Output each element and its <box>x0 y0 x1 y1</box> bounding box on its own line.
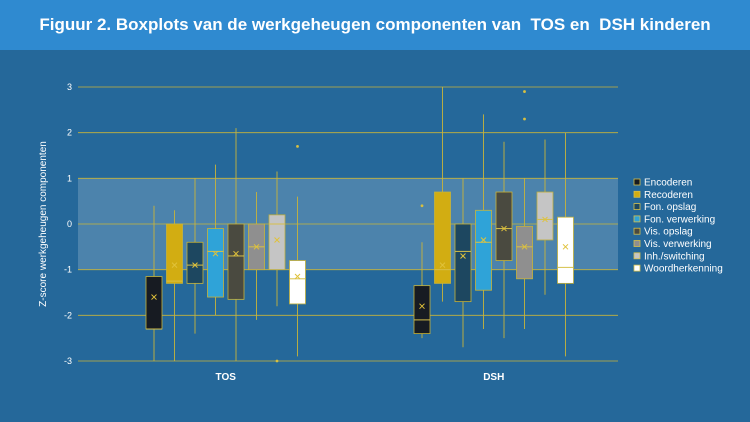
mean-marker <box>562 243 569 250</box>
box-dsh-7 <box>536 191 554 241</box>
mean-marker <box>419 303 425 310</box>
outlier-point <box>420 204 424 208</box>
legend-swatch <box>633 227 641 235</box>
legend-swatch <box>633 215 641 223</box>
title-bar: Figuur 2. Boxplots van de werkgeheugen c… <box>0 0 750 50</box>
box-tos-3 <box>186 241 204 284</box>
outlier-point <box>523 90 526 93</box>
outlier-point <box>523 117 526 121</box>
box-tos-4 <box>207 228 224 298</box>
legend-swatch <box>633 203 641 211</box>
legend-label: Vis. verwerking <box>644 239 712 250</box>
mean-marker <box>212 250 219 257</box>
y-tick-label: 2 <box>67 128 72 138</box>
boxplot-chart: -3 -2 -1 0 1 2 3 Z-score werkgeheugen component… <box>38 82 723 383</box>
legend-label: Inh./switching <box>644 251 705 262</box>
x-category-label: TOS <box>216 372 237 383</box>
mean-marker <box>151 294 157 300</box>
mean-marker <box>253 243 260 250</box>
legend-swatch <box>633 178 641 186</box>
y-tick-label: 3 <box>67 82 72 92</box>
legend-swatch <box>633 264 641 272</box>
legend-swatch <box>633 252 641 260</box>
y-tick-label: -3 <box>64 356 72 366</box>
outlier-point <box>275 359 279 363</box>
mean-marker <box>294 273 301 280</box>
legend-label: Vis. opslag <box>644 227 693 238</box>
box-dsh-4 <box>475 209 492 291</box>
legend-swatch <box>633 240 641 247</box>
box-dsh-5 <box>495 191 513 261</box>
y-tick-label: 1 <box>67 173 72 183</box>
mean-marker <box>521 243 528 250</box>
legend-label: Fon. opslag <box>644 202 696 213</box>
box-dsh-8 <box>557 216 574 284</box>
box-tos-8 <box>289 260 306 305</box>
mean-marker <box>542 216 548 223</box>
chart-title: Figuur 2. Boxplots van de werkgeheugen c… <box>39 15 711 34</box>
legend-label: Recoderen <box>644 190 693 201</box>
mean-marker <box>439 262 446 268</box>
box-dsh-6 <box>516 225 533 280</box>
mean-marker <box>501 225 507 232</box>
y-tick-label: -2 <box>64 310 72 320</box>
box-tos-5 <box>227 223 245 300</box>
legend-swatch <box>633 190 641 198</box>
box-dsh-2 <box>434 191 451 284</box>
x-category-label: DSH <box>483 372 504 383</box>
legend-label: Fon. verwerking <box>644 214 715 225</box>
mean-marker <box>480 237 487 243</box>
box-tos-2 <box>166 223 183 284</box>
box-dsh-1 <box>413 285 431 334</box>
mean-marker <box>233 250 239 257</box>
outlier-point <box>296 144 299 148</box>
y-axis-label: Z-score werkgeheugen componenten <box>38 141 49 307</box>
box-dsh-3 <box>454 223 472 303</box>
mean-marker <box>171 262 178 268</box>
mean-marker <box>192 262 198 268</box>
y-tick-label: -1 <box>64 265 72 275</box>
mean-marker <box>274 237 280 243</box>
legend-label: Woordherkenning <box>644 264 723 275</box>
box-tos-7 <box>268 214 286 271</box>
mean-marker <box>460 253 466 259</box>
y-tick-label: 0 <box>67 219 72 229</box>
legend-label: Encoderen <box>644 178 692 189</box>
box-tos-1 <box>145 276 163 330</box>
